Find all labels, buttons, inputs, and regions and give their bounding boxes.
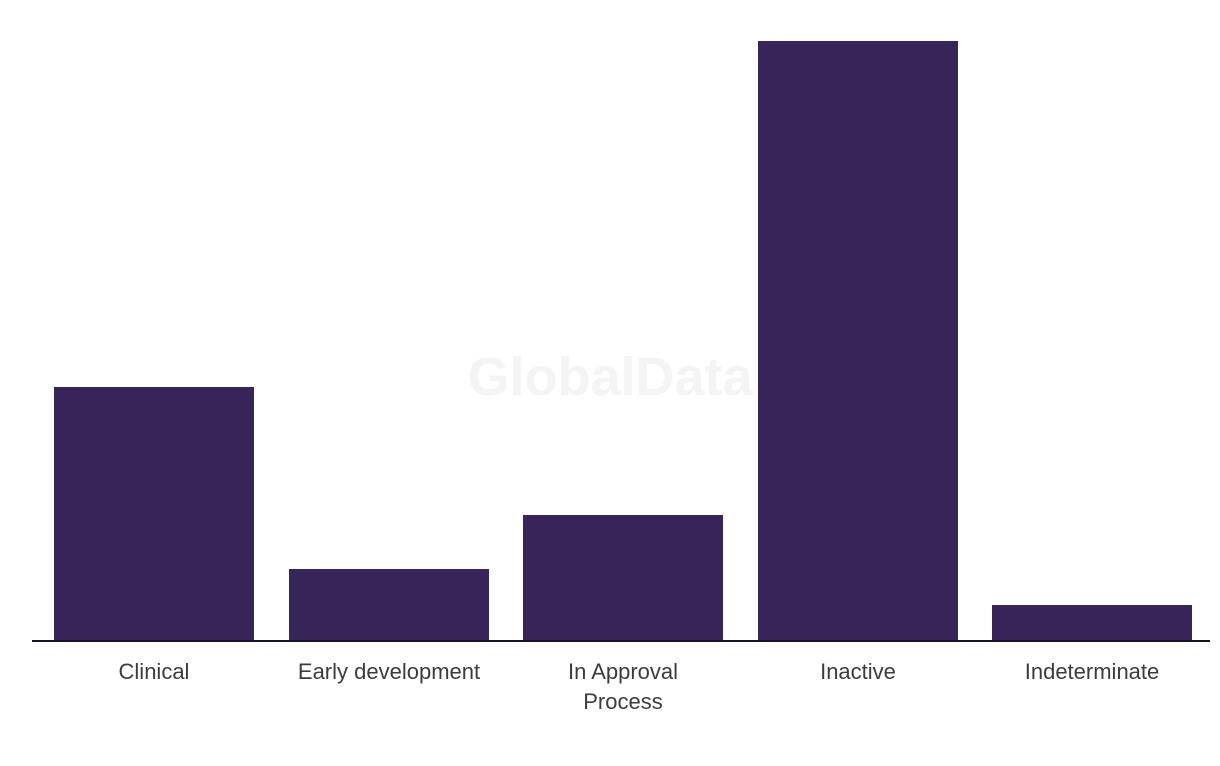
bar-indeterminate <box>992 605 1192 641</box>
x-axis-label-inactive: Inactive <box>820 659 896 684</box>
globaldata-watermark: GlobalData <box>467 347 753 407</box>
x-axis-label-indeterminate: Indeterminate <box>1024 659 1160 684</box>
x-axis-line <box>32 640 1210 642</box>
x-axis-label-clinical: Clinical <box>118 659 190 684</box>
bar-early-development <box>289 569 489 641</box>
bar-inactive <box>758 41 958 641</box>
bar-in-approval-process <box>523 515 723 641</box>
x-axis-label-early-development: Early development <box>297 659 481 684</box>
bar-clinical <box>54 387 254 641</box>
x-axis-label-in-approval-process: In Approval Process <box>567 659 679 714</box>
